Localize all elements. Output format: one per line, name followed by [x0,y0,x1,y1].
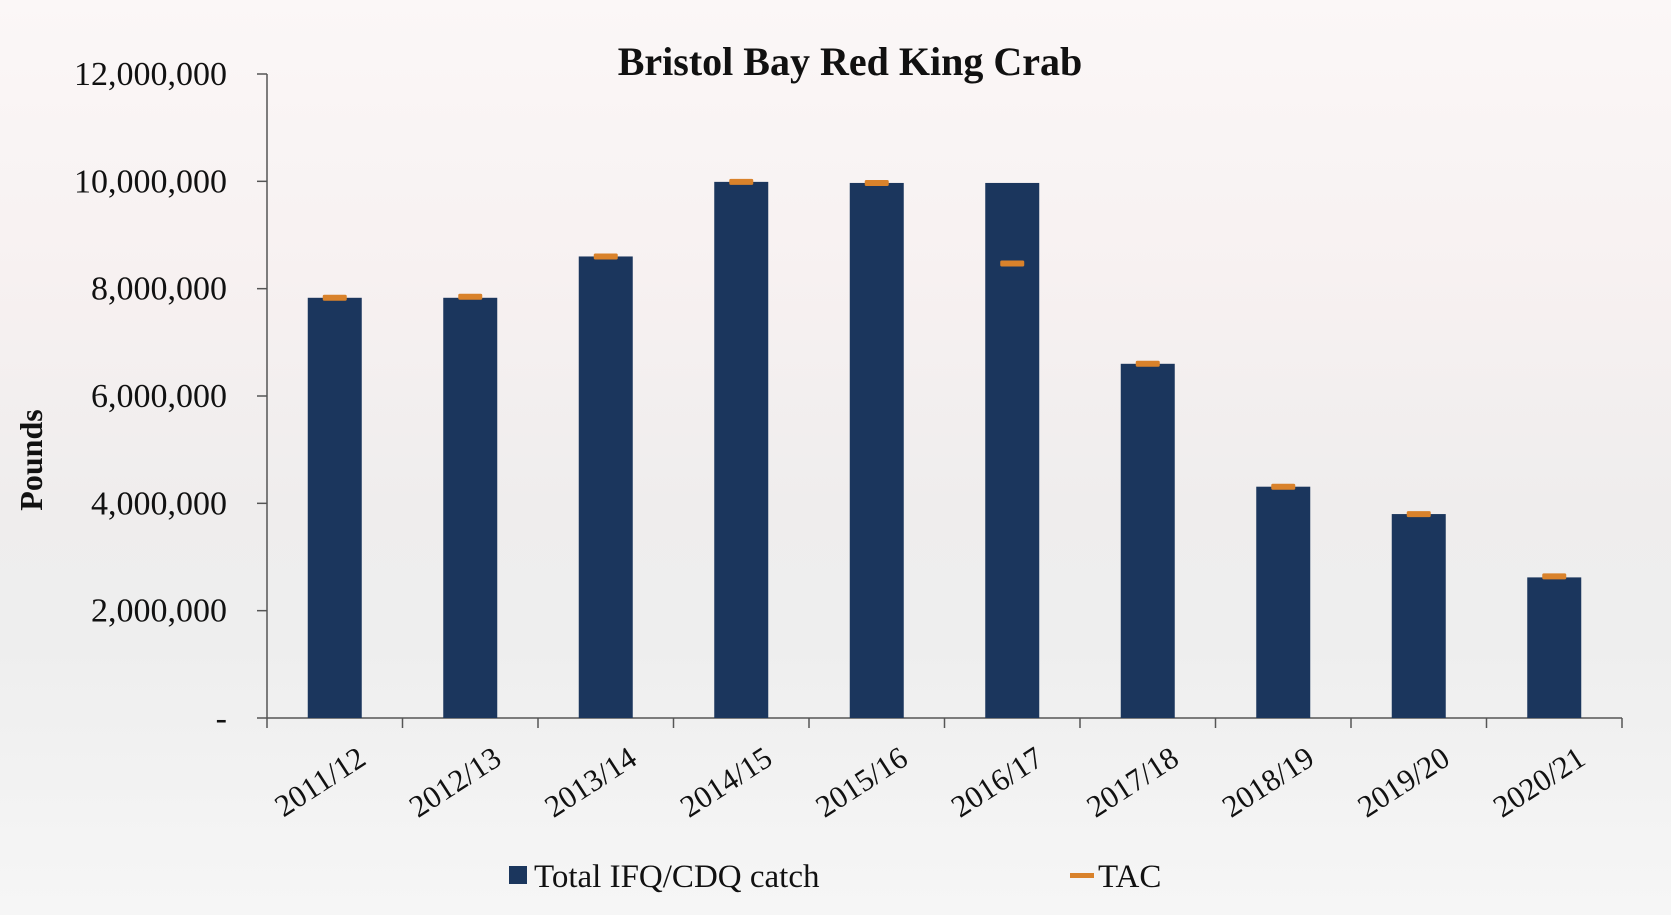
x-tick-label: 2015/16 [809,740,913,825]
x-tick-label: 2012/13 [403,740,507,825]
bar-catch-2012-13 [443,297,498,718]
bar-catch-2017-18 [1120,363,1175,718]
x-tick-label: 2011/12 [268,740,371,824]
tac-marker-2018-19 [1271,483,1296,490]
bar-catch-2018-19 [1256,486,1311,718]
bar-catch-2013-14 [578,256,633,718]
y-tick-label: 10,000,000 [74,163,227,200]
y-tick-label: - [216,700,227,737]
bar-catch-2020-21 [1527,577,1582,718]
x-tick-label: 2019/20 [1351,740,1455,825]
tac-marker-2016-17 [1000,260,1025,267]
x-tick-label: 2018/19 [1216,740,1320,825]
y-tick-label: 8,000,000 [91,271,227,308]
tac-marker-2013-14 [593,253,618,260]
bar-catch-2016-17 [985,182,1040,718]
bar-catch-2011-12 [307,297,362,718]
bar-catch-2014-15 [714,181,769,718]
x-tick-label: 2017/18 [1080,740,1184,825]
y-tick-label: 2,000,000 [91,593,227,630]
bar-catch-2019-20 [1391,514,1446,718]
tac-marker-2011-12 [322,294,347,301]
y-axis-label: Pounds [13,409,49,510]
legend-swatch-tac [1070,873,1094,878]
x-tick-label: 2016/17 [945,740,1049,825]
tac-marker-2019-20 [1406,511,1431,518]
y-tick-label: 6,000,000 [91,378,227,415]
tac-marker-2015-16 [864,179,889,186]
legend-label-tac: TAC [1098,859,1161,895]
legend-label-catch: Total IFQ/CDQ catch [534,859,820,895]
y-tick-label: 12,000,000 [74,56,227,93]
tac-marker-2017-18 [1135,360,1160,367]
bar-catch-2015-16 [849,182,904,718]
x-tick-label: 2014/15 [674,740,778,825]
chart-title: Bristol Bay Red King Crab [618,39,1082,84]
tac-marker-2014-15 [729,178,754,185]
tac-marker-2012-13 [458,293,483,300]
y-tick-label: 4,000,000 [91,485,227,522]
x-tick-label: 2020/21 [1487,740,1591,825]
x-tick-label: 2013/14 [538,739,643,824]
tac-marker-2020-21 [1542,573,1567,580]
legend-swatch-catch [509,866,527,884]
